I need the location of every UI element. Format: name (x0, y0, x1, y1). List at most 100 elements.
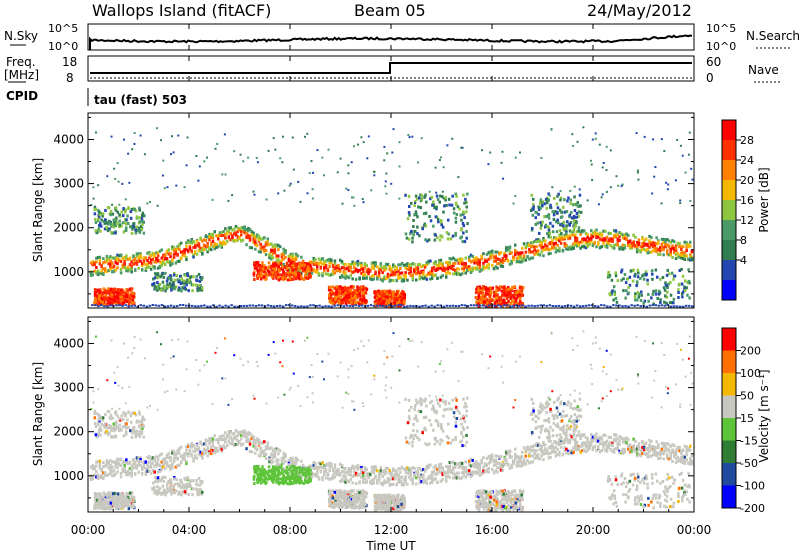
power-cell (424, 238, 427, 241)
power-cell (192, 275, 195, 278)
power-cell (420, 200, 422, 202)
power-cell (384, 185, 386, 187)
power-cell (115, 217, 118, 220)
power-cell (485, 305, 488, 307)
power-cell (453, 212, 456, 215)
power-cell (102, 257, 105, 260)
power-cell (97, 184, 99, 186)
power-cell (273, 137, 275, 139)
power-cell (407, 217, 410, 220)
power-cell (113, 168, 115, 170)
power-cell (215, 306, 218, 308)
power-heatmap (90, 126, 694, 308)
power-cell (403, 306, 406, 308)
power-cell (445, 276, 448, 279)
power-cell (187, 137, 189, 139)
power-cell (194, 305, 197, 307)
power-cell (187, 289, 190, 292)
power-cell (343, 305, 346, 307)
power-cell (435, 206, 438, 209)
power-cell (100, 219, 103, 222)
power-cell (95, 221, 98, 224)
power-cell (363, 141, 365, 143)
power-cell (140, 304, 143, 306)
power-cell (560, 242, 563, 245)
power-cell (567, 197, 570, 200)
power-cell (647, 293, 650, 296)
power-cell (536, 305, 539, 307)
power-cell (612, 304, 615, 306)
power-cell (546, 201, 549, 204)
power-cell (487, 287, 490, 290)
power-cell (292, 137, 294, 139)
power-cell (651, 273, 654, 276)
power-cell (680, 248, 683, 251)
power-cell (142, 221, 145, 224)
power-cell (94, 304, 97, 306)
power-cell (454, 232, 457, 235)
power-cell (645, 238, 648, 241)
power-cell (118, 220, 121, 223)
power-cell (565, 224, 568, 227)
power-cell (384, 290, 387, 293)
power-cell (642, 302, 645, 305)
power-cell (602, 166, 604, 168)
power-cell (661, 202, 663, 204)
power-cell (437, 218, 440, 221)
power-cell (463, 216, 466, 219)
power-cell (374, 271, 377, 274)
power-cell (131, 148, 133, 150)
power-cell (268, 261, 271, 264)
power-cell (552, 230, 555, 233)
power-cell (297, 306, 300, 308)
power-cell (496, 294, 499, 297)
power-cell (140, 135, 142, 137)
power-cell (105, 226, 108, 229)
power-cell (406, 279, 409, 282)
power-cell (553, 213, 556, 216)
power-cell (373, 305, 376, 307)
nsearch-label: N.Search (746, 29, 800, 43)
power-cell (376, 265, 379, 268)
power-cell (198, 242, 201, 245)
power-cell (135, 226, 138, 229)
velocity-cell (134, 472, 137, 475)
velocity-cell (196, 444, 199, 447)
power-cell (390, 183, 392, 185)
velocity-cell (198, 446, 201, 449)
power-cell (594, 242, 597, 245)
power-cell (290, 266, 293, 269)
power-cell (249, 305, 252, 307)
power-cell (131, 228, 134, 231)
velocity-cell (116, 470, 119, 473)
power-cell (277, 192, 279, 194)
power-cell (539, 202, 542, 205)
power-cell (400, 299, 403, 302)
power-cell (614, 290, 617, 293)
power-cell (633, 305, 636, 307)
power-cell (92, 273, 95, 276)
power-cell (478, 295, 481, 298)
power-cell (688, 305, 691, 307)
power-cell (653, 176, 655, 178)
power-cell (539, 254, 542, 257)
power-cell (265, 249, 268, 252)
power-cell (595, 132, 597, 134)
power-cell (421, 194, 424, 197)
power-cell (335, 290, 338, 293)
nsky-label: N.Sky (4, 29, 38, 43)
power-cell (549, 231, 552, 234)
power-cell (636, 304, 639, 306)
power-cell (93, 198, 95, 200)
power-cell (664, 305, 667, 307)
power-cell (297, 181, 299, 183)
power-cell (160, 289, 163, 292)
power-cell (95, 266, 98, 269)
power-cell (666, 291, 669, 294)
power-cell (113, 221, 116, 224)
power-cell (228, 235, 231, 238)
power-cell (577, 141, 579, 143)
power-cell (445, 204, 448, 207)
power-cell (422, 227, 425, 230)
power-cell (657, 242, 660, 245)
